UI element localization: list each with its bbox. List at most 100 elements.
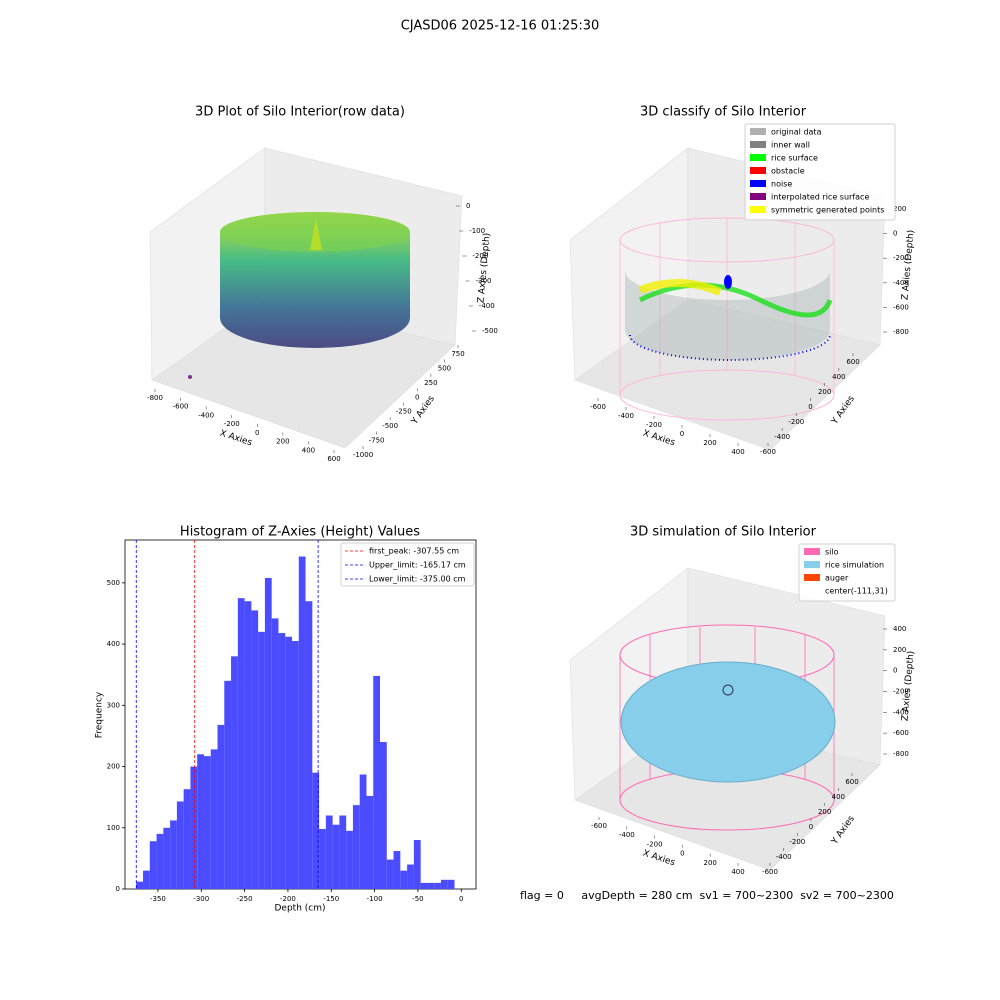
z-tick-label: 0	[893, 667, 897, 675]
y-tick-label: 400	[832, 373, 845, 381]
bar	[176, 801, 184, 889]
y-tick-label: 600	[845, 778, 858, 786]
bar	[339, 815, 347, 889]
bar	[447, 879, 455, 889]
z-tick-label: 0	[466, 202, 470, 210]
y-tick-label: 200	[818, 388, 831, 396]
legend-label: original data	[771, 128, 822, 137]
legend-label: silo	[825, 548, 839, 557]
y-axis-label: Frequency	[95, 691, 105, 738]
y-tick-label: 0	[116, 885, 120, 893]
legend-swatch	[750, 154, 766, 161]
z-tick-label: -800	[893, 750, 909, 758]
x-tick-label: -200	[647, 840, 663, 848]
bar	[170, 820, 177, 889]
bar	[413, 840, 421, 889]
bar	[197, 754, 204, 889]
bar	[359, 774, 367, 889]
chart-title: 3D classify of Silo Interior	[640, 105, 807, 120]
legend-box	[744, 123, 896, 221]
legend-swatch	[750, 141, 766, 148]
bar	[203, 756, 211, 889]
y-tick-label: -200	[788, 418, 804, 426]
legend-swatch	[804, 548, 820, 555]
z-tick-label: -400	[893, 708, 909, 716]
x-tick-label: -200	[280, 895, 296, 903]
legend-label: interpolated rice surface	[771, 193, 869, 202]
bar	[400, 870, 408, 889]
suptitle: CJASD06 2025-12-16 01:25:30	[401, 19, 600, 34]
z-tick-label: -300	[476, 277, 492, 285]
legend-label: first_peak: -307.55 cm	[369, 547, 459, 556]
legend-label: Upper_limit: -165.17 cm	[369, 561, 466, 570]
x-tick-label: 0	[255, 429, 259, 437]
y-tick-label: -400	[776, 853, 792, 861]
bar	[278, 633, 286, 889]
bar	[332, 824, 340, 889]
y-tick-label: 750	[451, 350, 464, 358]
y-tick-label: 300	[107, 701, 120, 709]
y-tick-label: -400	[774, 433, 790, 441]
bar	[325, 815, 333, 889]
y-tick-label: 200	[818, 808, 831, 816]
bar	[237, 598, 245, 889]
bar	[149, 841, 157, 889]
x-tick-label: 0	[680, 430, 684, 438]
bar	[420, 882, 428, 889]
legend-swatch	[750, 206, 766, 213]
y-tick-label: 100	[107, 824, 120, 832]
legend-swatch	[750, 193, 766, 200]
y-tick-label: 500	[438, 364, 451, 372]
bar	[366, 795, 374, 889]
x-tick-label: -600	[591, 822, 607, 830]
bar	[291, 641, 299, 889]
bar	[190, 766, 198, 889]
y-tick-label: 250	[424, 379, 437, 387]
chart-title: 3D Plot of Silo Interior(row data)	[195, 105, 405, 120]
z-tick-label: -200	[893, 688, 909, 696]
bar	[163, 827, 171, 889]
x-tick-label: -100	[367, 895, 383, 903]
bar	[373, 675, 381, 889]
legend-swatch	[750, 128, 766, 135]
legend-swatch	[750, 167, 766, 174]
x-tick-label: -400	[618, 412, 634, 420]
z-tick-label: -100	[469, 227, 485, 235]
bar	[440, 879, 448, 889]
point-cloud-1	[188, 212, 410, 379]
y-tick-label: 0	[809, 823, 813, 831]
y-tick-label: 0	[808, 403, 812, 411]
x-tick-label: 200	[276, 438, 289, 446]
legend-swatch	[750, 180, 766, 187]
x-tick-label: -600	[590, 403, 606, 411]
legend-box	[340, 542, 475, 587]
x-tick-label: -150	[323, 895, 339, 903]
bar	[264, 577, 272, 889]
z-tick-label: -500	[482, 327, 498, 335]
y-tick-label: 400	[107, 640, 120, 648]
x-tick-label: -250	[237, 895, 253, 903]
x-tick-label: -200	[646, 421, 662, 429]
y-tick-label: -500	[382, 422, 398, 430]
legend-label: symmetric generated points	[771, 206, 884, 215]
bar	[136, 881, 144, 889]
bar	[183, 789, 191, 889]
legend-box	[798, 543, 896, 602]
z-tick-label: -400	[479, 302, 495, 310]
z-tick-label: -200	[472, 252, 488, 260]
bar	[156, 833, 164, 889]
bar	[393, 851, 401, 889]
x-tick-label: 400	[302, 446, 315, 454]
bar	[244, 601, 252, 889]
z-tick-label: 0	[893, 230, 897, 238]
bar	[346, 830, 353, 889]
y-tick-label: 600	[846, 358, 859, 366]
y-tick-label: 0	[415, 393, 419, 401]
legend-label: center(-111,31)	[825, 587, 888, 596]
bar	[143, 870, 150, 889]
x-tick-label: -50	[412, 895, 423, 903]
y-tick-label: -1000	[353, 451, 373, 459]
x-tick-label: -200	[224, 420, 240, 428]
z-tick-label: 200	[893, 646, 906, 654]
